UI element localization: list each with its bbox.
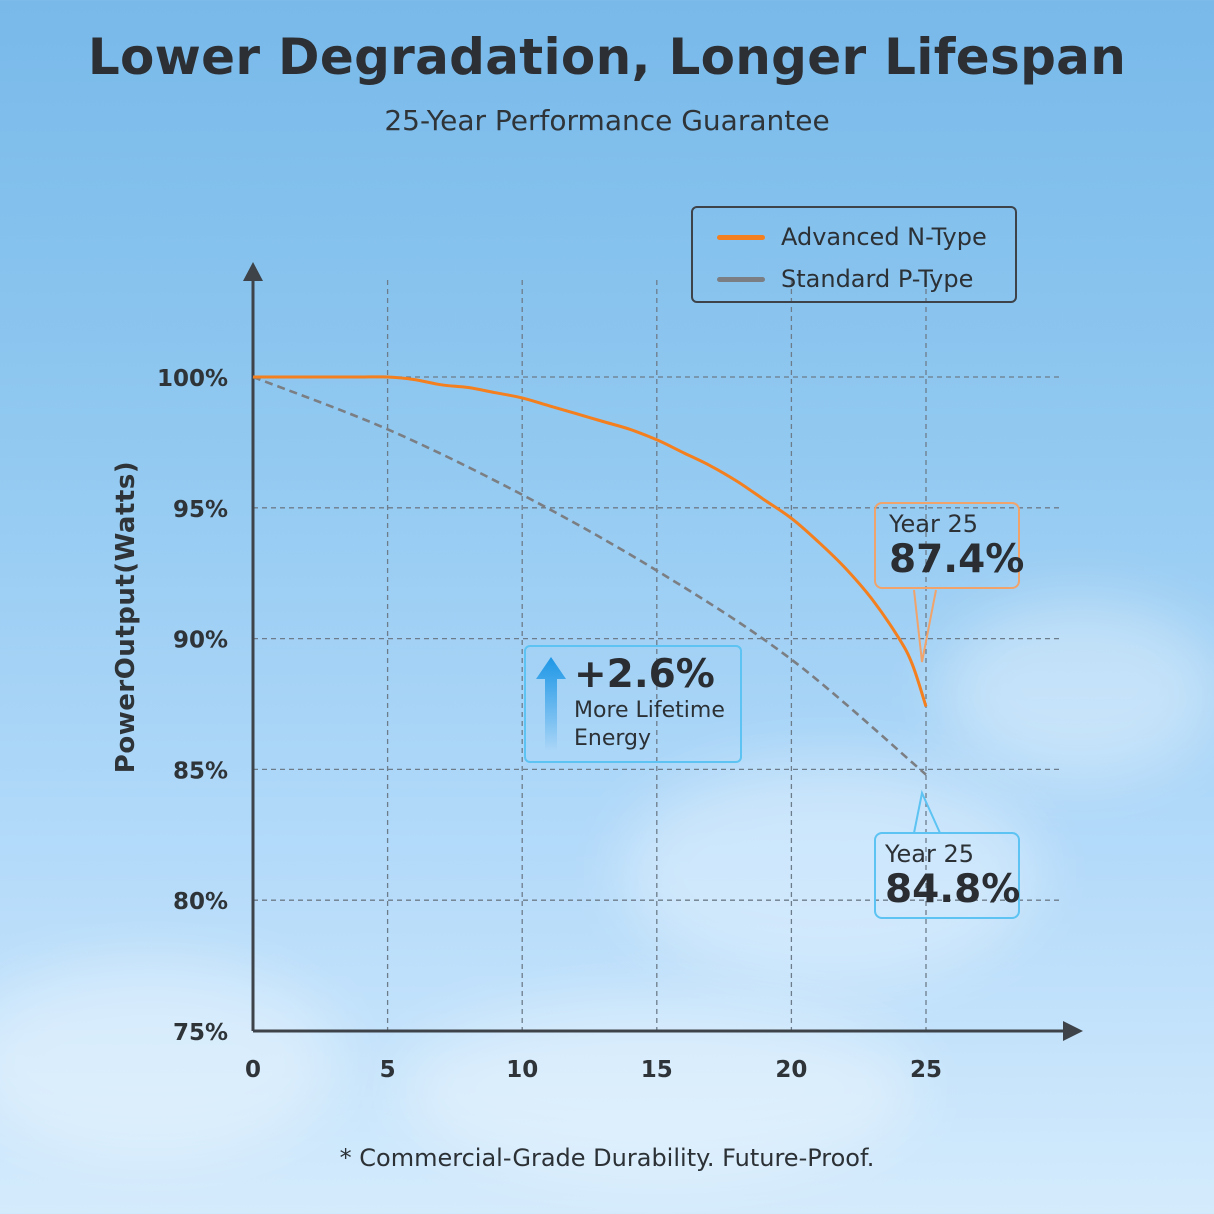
advanced-year25-callout: Year 25 87.4% bbox=[874, 502, 1025, 589]
tick-labels: 100% 95% 90% 85% 80% 75% 0 5 10 15 20 25 bbox=[157, 366, 942, 1083]
axes bbox=[243, 262, 1083, 1041]
legend-label-standard: Standard P-Type bbox=[781, 265, 974, 293]
advanced-callout-pointer bbox=[913, 589, 937, 663]
x-tick-label: 10 bbox=[506, 1057, 538, 1083]
legend-swatch-standard bbox=[717, 276, 765, 282]
series-lines bbox=[252, 375, 928, 776]
y-tick-label: 90% bbox=[173, 628, 228, 654]
cloud-decoration bbox=[0, 960, 340, 1160]
chart-legend: Advanced N-Type Standard P-Type bbox=[691, 206, 1017, 303]
x-tick-label: 0 bbox=[245, 1057, 261, 1083]
chart-subtitle: 25-Year Performance Guarantee bbox=[384, 104, 830, 137]
gain-value: +2.6% bbox=[574, 652, 715, 697]
cloud-decoration bbox=[620, 760, 1040, 980]
advanced-callout-value: 87.4% bbox=[889, 537, 1025, 582]
standard-callout-value: 84.8% bbox=[885, 867, 1021, 912]
gain-label: More Lifetime Energy bbox=[574, 698, 725, 751]
x-tick-label: 15 bbox=[641, 1057, 673, 1083]
standard-year25-callout: Year 25 84.8% bbox=[874, 832, 1020, 919]
legend-swatch-advanced bbox=[717, 234, 765, 240]
y-tick-label: 85% bbox=[173, 758, 228, 784]
advanced-callout-year: Year 25 bbox=[889, 510, 978, 538]
y-tick-label: 75% bbox=[173, 1020, 228, 1046]
footnote: * Commercial-Grade Durability. Future-Pr… bbox=[339, 1144, 875, 1172]
x-axis-arrow bbox=[1063, 1021, 1083, 1041]
x-tick-label: 25 bbox=[910, 1057, 942, 1083]
arrow-up-icon bbox=[536, 657, 566, 751]
y-axis-label: PowerOutput(Watts) bbox=[111, 461, 141, 773]
x-tick-label: 20 bbox=[775, 1057, 807, 1083]
lifetime-energy-gain-box: +2.6% More Lifetime Energy bbox=[524, 645, 742, 763]
y-tick-label: 100% bbox=[157, 366, 228, 392]
advanced-n-type-line bbox=[253, 375, 928, 708]
chart-title: Lower Degradation, Longer Lifespan bbox=[87, 28, 1127, 86]
callout-pointers bbox=[913, 589, 941, 834]
standard-callout-pointer bbox=[913, 789, 941, 834]
legend-item-advanced: Advanced N-Type bbox=[717, 222, 987, 252]
standard-p-type-line bbox=[252, 375, 927, 776]
y-tick-label: 95% bbox=[173, 497, 228, 523]
legend-item-standard: Standard P-Type bbox=[717, 264, 973, 294]
y-axis-arrow bbox=[243, 262, 263, 281]
grid-lines bbox=[253, 280, 1062, 1031]
x-tick-label: 5 bbox=[380, 1057, 396, 1083]
y-tick-label: 80% bbox=[173, 889, 228, 915]
legend-label-advanced: Advanced N-Type bbox=[781, 223, 987, 251]
standard-callout-year: Year 25 bbox=[885, 840, 974, 868]
cloud-decoration bbox=[940, 600, 1214, 780]
